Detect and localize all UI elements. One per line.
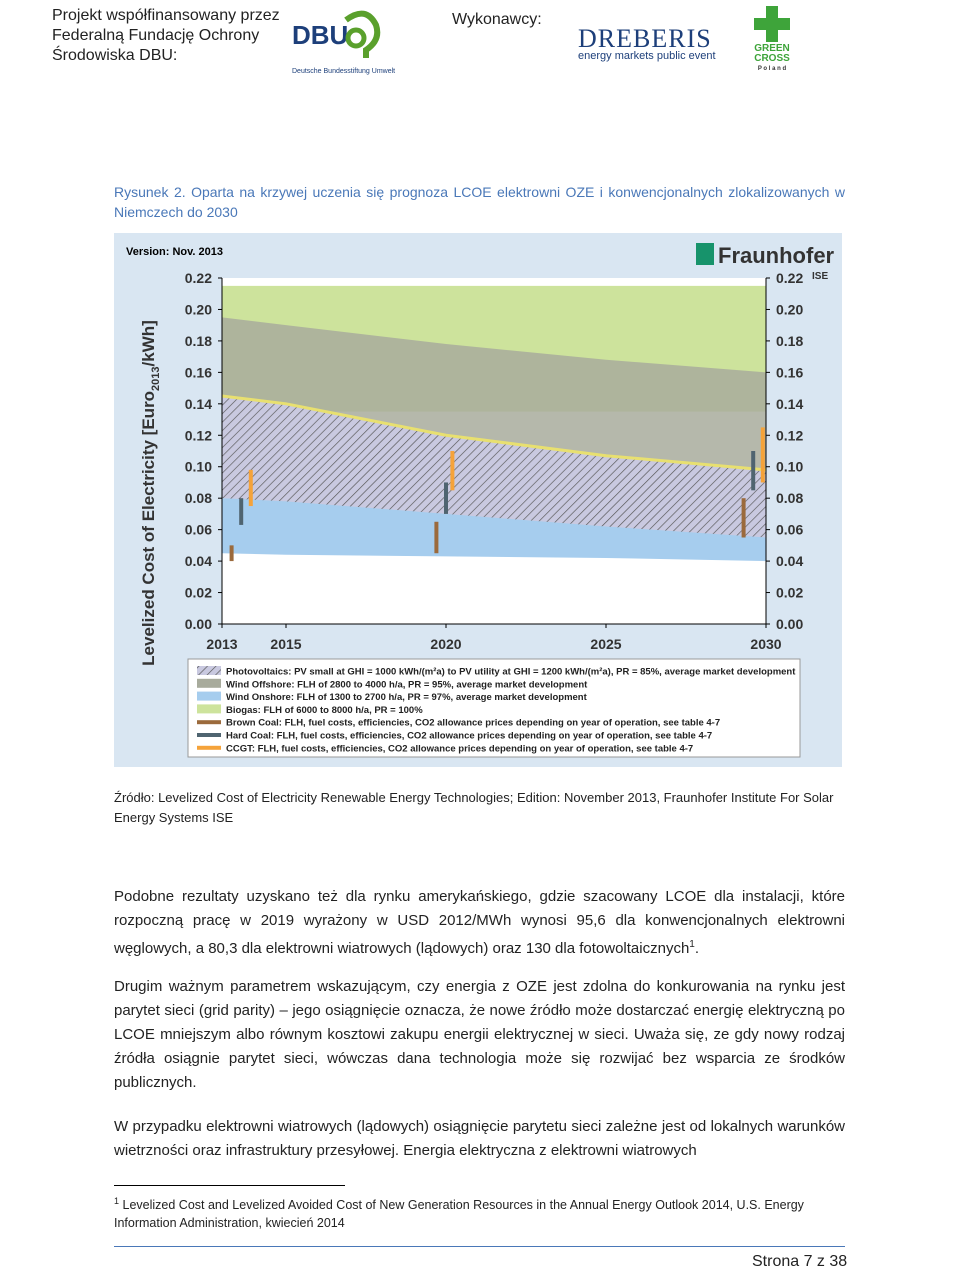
x-tick-label: 2020: [430, 636, 461, 652]
y-tick-label-right: 0.20: [776, 301, 803, 317]
sponsor-line: Projekt współfinansowany przez: [52, 7, 280, 24]
legend-label: Wind Offshore: FLH of 2800 to 4000 h/a, …: [226, 679, 588, 690]
y-tick-label: 0.16: [185, 364, 212, 380]
range-bar: [229, 545, 234, 562]
footnote: 1 Levelized Cost and Levelized Avoided C…: [114, 1192, 845, 1232]
band-edge: [221, 394, 767, 472]
green-cross: GREEN CROSS P o l a n d: [752, 44, 792, 74]
paragraph: W przypadku elektrowni wiatrowych (lądow…: [114, 1118, 845, 1159]
gc-line: GREEN: [754, 43, 790, 54]
sponsor: Projekt współfinansowany przez Federalną …: [52, 6, 280, 66]
footnote-number: 1: [114, 1196, 120, 1206]
y-tick-label: 0.18: [185, 333, 212, 349]
y-tick-label: 0.00: [185, 616, 212, 632]
footnote-ref: 1: [689, 939, 695, 950]
range-bar: [434, 521, 439, 554]
range-bar: [239, 498, 244, 525]
legend-swatch: [197, 733, 221, 737]
dreberis-tagline: energy markets public event: [578, 50, 716, 62]
legend: [187, 658, 801, 758]
page-number: Strona 7 z 38: [752, 1253, 848, 1270]
legend-swatch: [197, 678, 221, 688]
sponsor-line: Federalną Fundację Ochrony: [52, 27, 260, 44]
range-bar: [248, 469, 253, 507]
y-tick-label-right: 0.04: [776, 553, 803, 569]
caption: Rysunek 2. Oparta na krzywej uczenia się…: [114, 184, 845, 220]
range-bar: [450, 451, 455, 491]
chart: Version: Nov. 2013 Fraunhofer ISE Leveli…: [114, 233, 842, 767]
legend-label: Hard Coal: FLH, fuel costs, efficiencies…: [226, 731, 712, 742]
y-tick-label-right: 0.00: [776, 616, 803, 632]
y-tick-label: 0.10: [185, 459, 212, 475]
footer-rule: [114, 1246, 845, 1247]
y-tick-label: 0.14: [185, 396, 212, 412]
paragraph-end: .: [694, 940, 700, 957]
legend-label: Brown Coal: FLH, fuel costs, efficiencie…: [226, 718, 720, 729]
y-label-sub: 2013: [150, 366, 162, 390]
dreberis-logo: DREBERIS: [578, 24, 712, 53]
contractors: Wykonawcy:: [452, 11, 542, 28]
gc-line: CROSS: [754, 53, 790, 64]
y-label-part: Levelized Cost of Electricity [Euro: [139, 391, 158, 666]
y-tick-label: 0.12: [185, 427, 212, 443]
x-tick-label: 2030: [750, 636, 781, 652]
legend-label: Photovoltaics: PV small at GHI = 1000 kW…: [226, 667, 796, 678]
range-bar: [751, 451, 756, 491]
x-tick-label: 2013: [206, 636, 237, 652]
range-bar: [760, 427, 765, 483]
logo-mark: [696, 243, 714, 265]
source: Źródło: Levelized Cost of Electricity Re…: [114, 790, 834, 825]
sponsor-line: Środowiska DBU:: [52, 47, 178, 64]
y-tick-label-right: 0.12: [776, 427, 803, 443]
y-tick-label: 0.08: [185, 490, 212, 506]
paragraph: Podobne rezultaty uzyskano też dla rynku…: [114, 885, 845, 961]
dbu-icon: [344, 10, 381, 58]
y-tick-label: 0.20: [185, 301, 212, 317]
version: Version: Nov. 2013: [126, 246, 223, 258]
legend-label: CCGT: FLH, fuel costs, efficiencies, CO2…: [226, 743, 693, 754]
y-label-part: /kWh]: [139, 320, 158, 366]
cross-icon: [754, 6, 790, 42]
gc-poland: P o l a n d: [757, 66, 787, 72]
y-tick-label: 0.22: [185, 270, 212, 286]
legend-swatch: [197, 666, 221, 675]
legend-swatch: [197, 704, 221, 714]
dbu-name: Deutsche Bundesstiftung Umwelt: [292, 68, 396, 75]
legend-swatch: [197, 720, 221, 725]
range-bar: [741, 498, 746, 538]
x-tick-label: 2025: [590, 636, 621, 652]
y-tick-label: 0.06: [185, 522, 212, 538]
paragraph-text: Podobne rezultaty uzyskano też dla rynku…: [114, 888, 845, 957]
y-tick-label-right: 0.14: [776, 396, 803, 412]
legend-swatch: [197, 745, 221, 750]
logo-sub: ISE: [812, 271, 828, 282]
x-tick-label: 2015: [270, 636, 301, 652]
y-tick-label-right: 0.16: [776, 364, 803, 380]
paragraph: Drugim ważnym parametrem wskazującym, cz…: [114, 978, 845, 1091]
footnote-text: Levelized Cost and Levelized Avoided Cos…: [114, 1198, 804, 1231]
band: [222, 395, 766, 538]
y-tick-label-right: 0.02: [776, 585, 803, 601]
y-label: Levelized Cost of Electricity [Euro2013/…: [139, 320, 162, 666]
y-tick-label-right: 0.22: [776, 270, 803, 286]
footnote-rule: [114, 1185, 345, 1186]
legend-label: Biogas: FLH of 6000 to 8000 h/a, PR = 10…: [226, 705, 423, 716]
y-tick-label: 0.02: [185, 585, 212, 601]
y-tick-label-right: 0.06: [776, 522, 803, 538]
y-tick-label-right: 0.08: [776, 490, 803, 506]
range-bar: [444, 482, 448, 514]
legend-label: Wind Onshore: FLH of 1300 to 2700 h/a, P…: [226, 692, 588, 703]
y-tick-label-right: 0.10: [776, 459, 803, 475]
y-tick-label-right: 0.18: [776, 333, 803, 349]
logo: Fraunhofer: [718, 243, 835, 268]
legend-swatch: [197, 691, 221, 701]
dbu-logo: DBU: [292, 20, 349, 50]
y-tick-label: 0.04: [185, 553, 212, 569]
